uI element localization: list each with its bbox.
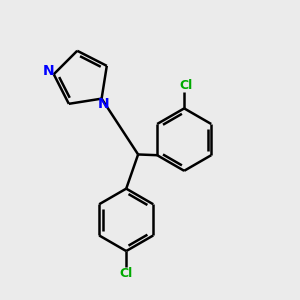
Text: N: N — [97, 97, 109, 111]
Text: N: N — [43, 64, 54, 78]
Text: Cl: Cl — [120, 267, 133, 280]
Text: Cl: Cl — [179, 79, 192, 92]
